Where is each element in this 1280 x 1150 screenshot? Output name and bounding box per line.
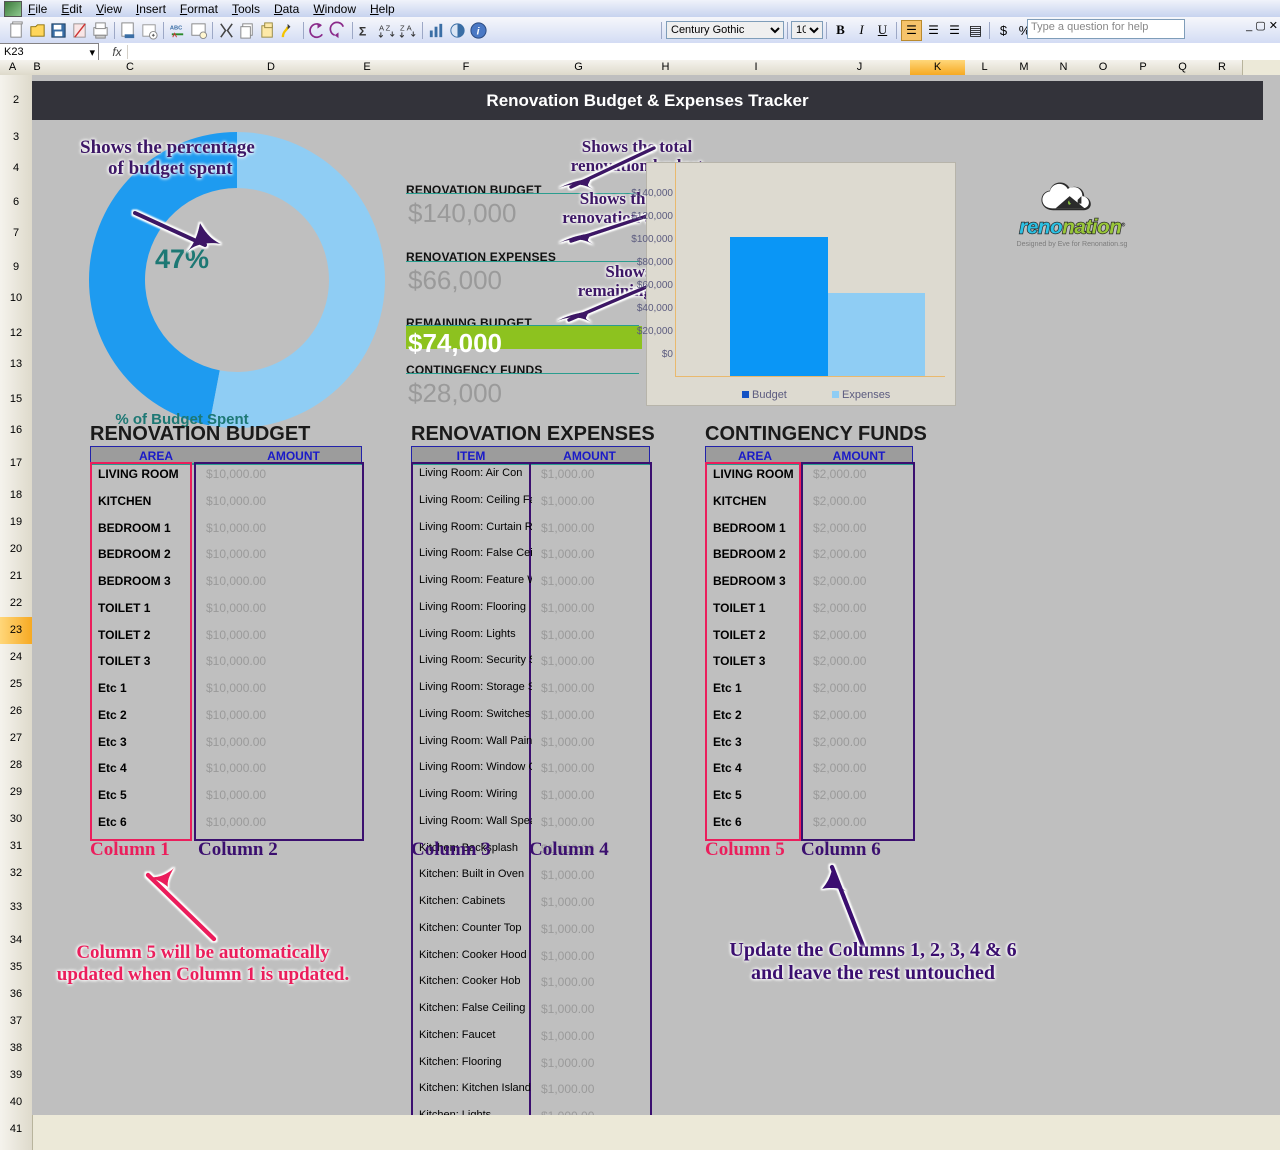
svg-text:Z: Z <box>386 23 391 32</box>
svg-text:Z: Z <box>400 23 405 32</box>
svg-text:Σ: Σ <box>359 24 367 38</box>
svg-text:A: A <box>407 23 413 32</box>
svg-text:A: A <box>379 23 385 32</box>
svg-text:ABC: ABC <box>170 25 182 31</box>
